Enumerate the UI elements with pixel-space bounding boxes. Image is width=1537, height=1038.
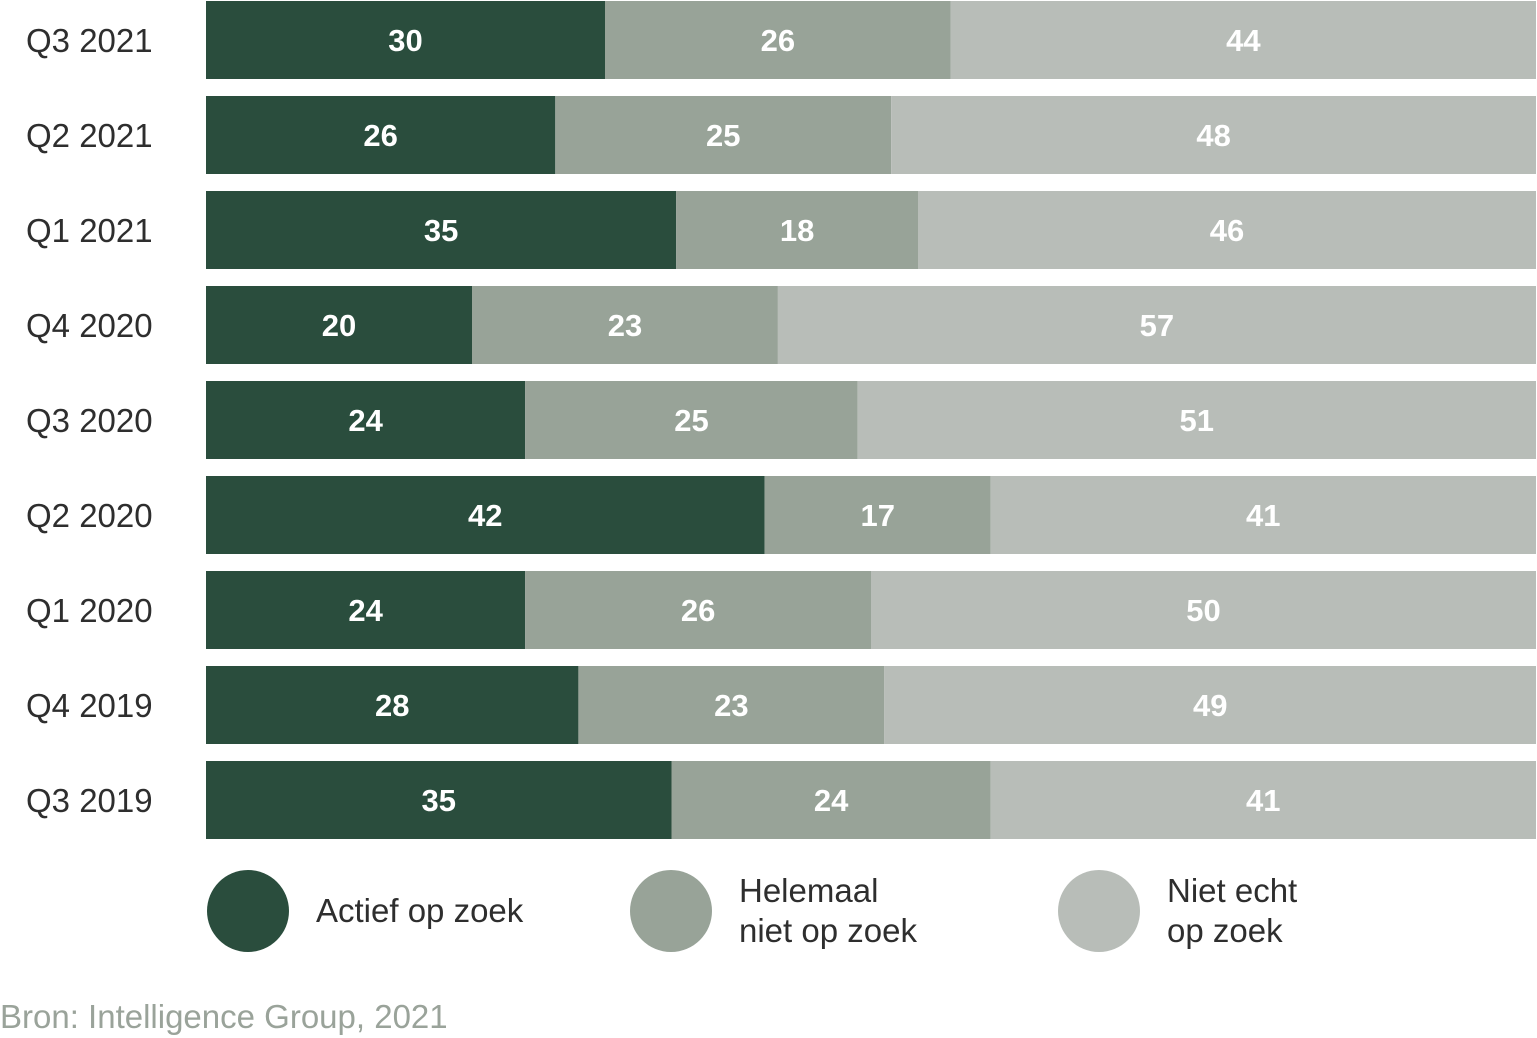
data-label: 25	[706, 118, 740, 153]
data-label: 25	[674, 403, 708, 438]
legend-label: niet op zoek	[739, 912, 917, 949]
data-label: 51	[1180, 403, 1214, 438]
bar-segment	[990, 476, 1536, 554]
bar-segment	[578, 666, 885, 744]
bar-segment	[472, 286, 778, 364]
bar-segment	[857, 381, 1536, 459]
stacked-bar-chart: Q3 2021 30 26 44 Q2 2021 26 25 48 Q1 2021 35 18 46 Q…	[26, 1, 1536, 952]
bar-segment	[891, 96, 1536, 174]
category-label: Q3 2020	[26, 402, 153, 439]
bar-segment	[605, 1, 951, 79]
legend-swatch	[1058, 870, 1140, 952]
source-note: Bron: Intelligence Group, 2021	[0, 998, 448, 1035]
bar-segment	[884, 666, 1536, 744]
bar-segment	[777, 286, 1536, 364]
bars-group: Q3 2021 30 26 44 Q2 2021 26 25 48 Q1 2021 35 18 46 Q…	[26, 1, 1536, 839]
data-label: 18	[780, 213, 814, 248]
legend-swatch	[630, 870, 712, 952]
bar-segment	[871, 571, 1536, 649]
data-label: 44	[1226, 23, 1261, 58]
category-label: Q3 2019	[26, 782, 153, 819]
data-label: 49	[1193, 688, 1227, 723]
legend-label: Actief op zoek	[316, 892, 524, 929]
bar-segment	[525, 571, 871, 649]
bar-segment	[918, 191, 1536, 269]
bar-segment	[676, 191, 918, 269]
bar-segment	[206, 286, 472, 364]
data-label: 48	[1196, 118, 1230, 153]
data-label: 35	[422, 783, 456, 818]
bar-segment	[206, 381, 526, 459]
data-label: 24	[348, 403, 383, 438]
data-label: 17	[860, 498, 894, 533]
category-label: Q2 2021	[26, 117, 153, 154]
category-label: Q3 2021	[26, 22, 153, 59]
bar-segment	[764, 476, 991, 554]
data-label: 26	[681, 593, 715, 628]
data-label: 24	[348, 593, 383, 628]
bar-segment	[206, 1, 605, 79]
data-label: 23	[714, 688, 748, 723]
category-label: Q2 2020	[26, 497, 153, 534]
data-label: 35	[424, 213, 458, 248]
bar-segment	[525, 381, 858, 459]
bar-segment	[555, 96, 892, 174]
bar-segment	[206, 191, 677, 269]
data-label: 26	[761, 23, 795, 58]
data-label: 41	[1246, 498, 1280, 533]
bar-segment	[671, 761, 991, 839]
bar-segment	[950, 1, 1536, 79]
legend-label: op zoek	[1167, 912, 1283, 949]
category-label: Q4 2019	[26, 687, 153, 724]
bar-segment	[206, 476, 765, 554]
bar-segment	[990, 761, 1536, 839]
data-label: 46	[1210, 213, 1244, 248]
legend-swatch	[207, 870, 289, 952]
data-label: 23	[608, 308, 642, 343]
data-label: 20	[322, 308, 356, 343]
data-label: 57	[1140, 308, 1174, 343]
bar-segment	[206, 761, 672, 839]
legend-label: Helemaal	[739, 872, 878, 909]
bar-segment	[206, 666, 579, 744]
data-label: 42	[468, 498, 502, 533]
category-label: Q4 2020	[26, 307, 153, 344]
data-label: 50	[1186, 593, 1220, 628]
bar-segment	[206, 96, 556, 174]
bar-segment	[206, 571, 526, 649]
legend-label: Niet echt	[1167, 872, 1297, 909]
data-label: 41	[1246, 783, 1280, 818]
data-label: 28	[375, 688, 409, 723]
category-label: Q1 2020	[26, 592, 153, 629]
category-label: Q1 2021	[26, 212, 153, 249]
data-label: 26	[363, 118, 397, 153]
data-label: 24	[814, 783, 849, 818]
data-label: 30	[388, 23, 422, 58]
